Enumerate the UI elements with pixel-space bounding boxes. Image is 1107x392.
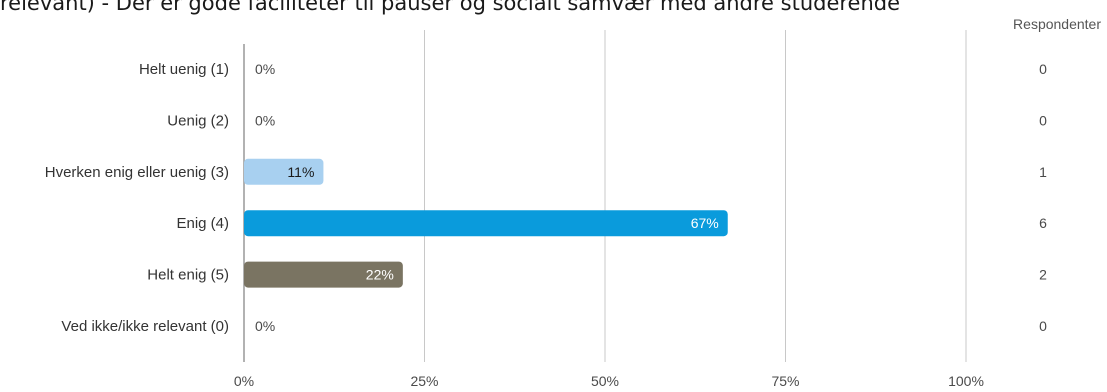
bar-value-label: 11%	[287, 164, 314, 180]
category-label: Helt enig (5)	[147, 267, 229, 284]
category-label: Ved ikke/ikke relevant (0)	[61, 318, 229, 335]
bar-value-label: 0%	[255, 318, 275, 334]
x-tick-label: 0%	[234, 373, 254, 389]
category-label: Uenig (2)	[167, 112, 229, 129]
respondent-count: 2	[1039, 267, 1047, 283]
bar-value-label: 0%	[255, 61, 275, 77]
x-tick-label: 25%	[410, 373, 438, 389]
category-label: Hverken enig eller uenig (3)	[45, 164, 229, 181]
x-tick-label: 50%	[591, 373, 619, 389]
respondent-count: 1	[1039, 164, 1047, 180]
respondent-count: 0	[1039, 318, 1047, 334]
category-label: Helt uenig (1)	[139, 61, 229, 78]
chart-title: relevant) - Der er gode faciliteter til …	[0, 0, 901, 15]
bar-value-label: 0%	[255, 112, 275, 128]
bar	[244, 261, 403, 288]
respondents-column-header: Respondenter	[1013, 16, 1101, 32]
bar	[244, 210, 728, 237]
bar-value-label: 67%	[691, 215, 719, 231]
bar-value-label: 22%	[366, 267, 394, 283]
respondent-count: 0	[1039, 112, 1047, 128]
respondent-count: 6	[1039, 215, 1047, 231]
x-tick-label: 75%	[771, 373, 799, 389]
x-tick-label: 100%	[948, 373, 984, 389]
bar	[244, 158, 324, 185]
category-label: Enig (4)	[176, 215, 229, 232]
respondent-count: 0	[1039, 61, 1047, 77]
